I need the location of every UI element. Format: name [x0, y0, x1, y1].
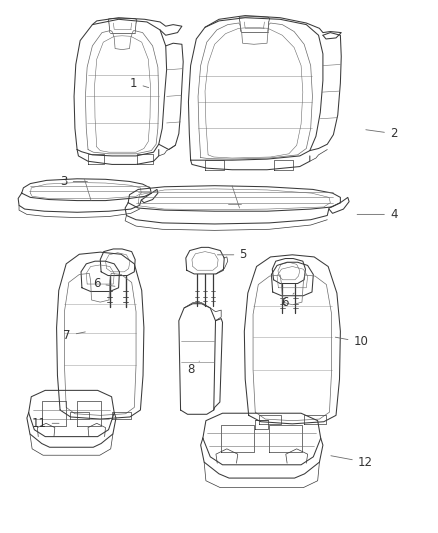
Text: 1: 1	[130, 77, 148, 90]
Text: 6: 6	[281, 293, 294, 309]
Text: 6: 6	[93, 277, 115, 290]
Text: 2: 2	[366, 127, 397, 140]
Text: 8: 8	[187, 361, 199, 376]
Text: 4: 4	[357, 208, 397, 221]
Text: 3: 3	[60, 175, 88, 188]
Text: 7: 7	[64, 329, 85, 342]
Text: 10: 10	[335, 335, 368, 349]
Text: 5: 5	[217, 248, 247, 261]
Text: 11: 11	[32, 417, 59, 430]
Text: 12: 12	[331, 456, 373, 469]
